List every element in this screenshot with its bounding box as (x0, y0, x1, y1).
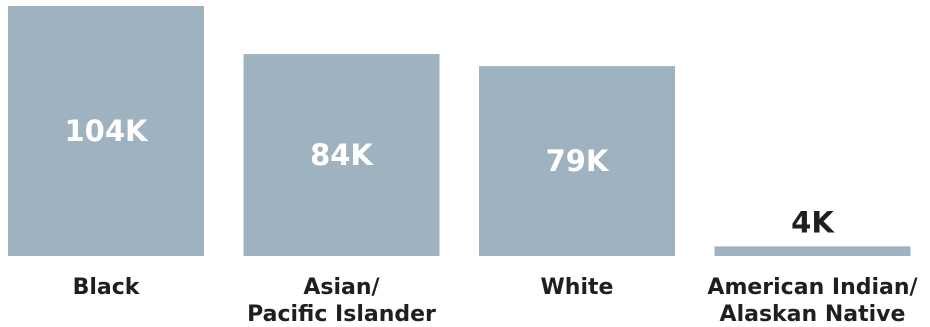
category-label: Asian/Pacific Islander (247, 275, 436, 327)
category-label-line: American Indian/ (707, 275, 918, 300)
bar (243, 54, 440, 257)
category-label: Black (73, 275, 141, 300)
category-label: American Indian/Alaskan Native (707, 275, 918, 327)
category-label: White (541, 275, 614, 300)
category-label-line: Black (73, 275, 141, 300)
bar (479, 66, 675, 256)
bar-value-label: 104K (64, 114, 149, 148)
bar (714, 246, 911, 256)
category-label-line: Asian/ (303, 275, 380, 300)
bar-value-label: 4K (791, 205, 835, 239)
bar (8, 6, 204, 256)
category-label-line: Pacific Islander (247, 302, 436, 327)
bar-value-label: 79K (546, 144, 610, 178)
category-label-line: Alaskan Native (720, 302, 906, 327)
category-label-line: White (541, 275, 614, 300)
bar-value-label: 84K (310, 138, 374, 172)
